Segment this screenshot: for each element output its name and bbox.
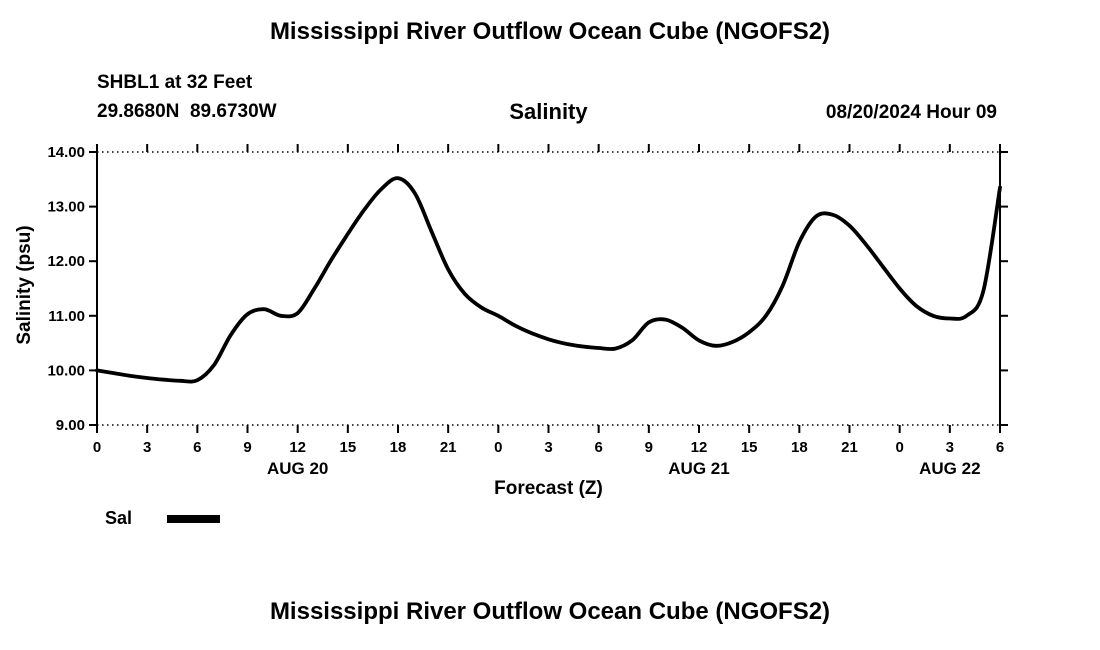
- svg-text:21: 21: [440, 439, 457, 456]
- svg-text:11.00: 11.00: [48, 308, 85, 325]
- svg-text:9.00: 9.00: [56, 417, 85, 434]
- svg-text:14.00: 14.00: [47, 144, 85, 161]
- svg-text:AUG 21: AUG 21: [668, 459, 729, 478]
- svg-text:18: 18: [791, 439, 808, 456]
- svg-text:21: 21: [841, 439, 858, 456]
- svg-text:AUG 20: AUG 20: [267, 459, 328, 478]
- next-chart-title: Mississippi River Outflow Ocean Cube (NG…: [269, 598, 831, 625]
- page-title: Mississippi River Outflow Ocean Cube (NG…: [269, 18, 831, 45]
- svg-text:6: 6: [594, 439, 602, 456]
- svg-text:AUG 22: AUG 22: [919, 459, 980, 478]
- svg-text:18: 18: [390, 439, 407, 456]
- datetime-label: 08/20/2024 Hour 09: [825, 102, 997, 123]
- legend: Sal: [105, 508, 221, 529]
- x-axis-label: Forecast (Z): [494, 478, 603, 499]
- svg-text:10.00: 10.00: [47, 362, 85, 379]
- svg-text:15: 15: [741, 439, 758, 456]
- svg-text:0: 0: [494, 439, 502, 456]
- svg-text:3: 3: [946, 439, 954, 456]
- svg-text:0: 0: [93, 439, 101, 456]
- svg-text:13.00: 13.00: [47, 199, 85, 216]
- plot-title: Salinity: [509, 99, 588, 124]
- coordinates-label: 29.8680N 89.6730W: [97, 101, 277, 122]
- legend-label-sal: Sal: [105, 508, 133, 528]
- svg-text:12: 12: [691, 439, 708, 456]
- svg-text:9: 9: [645, 439, 653, 456]
- svg-text:12: 12: [289, 439, 306, 456]
- svg-text:3: 3: [143, 439, 151, 456]
- svg-text:6: 6: [996, 439, 1004, 456]
- svg-text:6: 6: [193, 439, 201, 456]
- svg-text:15: 15: [339, 439, 356, 456]
- legend-line-swatch: [167, 514, 221, 523]
- svg-text:3: 3: [544, 439, 552, 456]
- svg-text:12.00: 12.00: [47, 253, 85, 270]
- station-label: SHBL1 at 32 Feet: [97, 72, 253, 93]
- svg-text:0: 0: [895, 439, 903, 456]
- svg-text:9: 9: [243, 439, 251, 456]
